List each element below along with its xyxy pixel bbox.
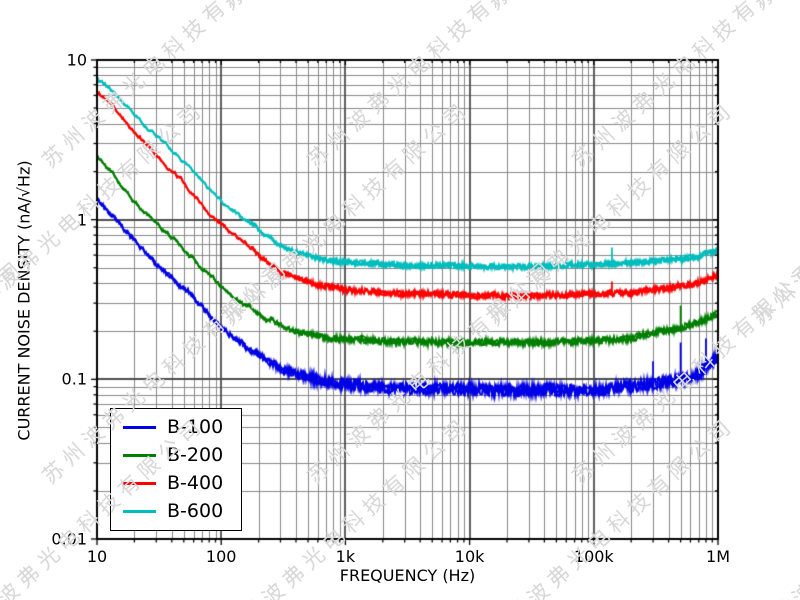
legend-item-b100: B-100: [111, 415, 241, 438]
legend-line-swatch-b100: [123, 425, 156, 429]
legend: B-100 B-200 B-400 B-600: [110, 408, 242, 531]
y-tick-label: 0.1: [61, 369, 87, 389]
x-tick-label: 1k: [335, 547, 356, 566]
legend-line-swatch-b200: [123, 453, 156, 457]
legend-item-b400: B-400: [111, 474, 241, 493]
legend-item-b600: B-600: [111, 502, 241, 521]
y-axis-title: CURRENT NOISE DENSITY (nA/√Hz): [14, 160, 34, 441]
y-tick-label: 1: [76, 210, 87, 230]
legend-label-b200: B-200: [167, 443, 224, 466]
y-tick-label: 10: [66, 50, 87, 70]
y-tick-label: 0.01: [51, 529, 87, 549]
x-tick-label: 1M: [706, 547, 730, 566]
legend-label-b600: B-600: [167, 500, 224, 523]
legend-label-b100: B-100: [167, 415, 224, 438]
legend-item-b200: B-200: [111, 443, 241, 466]
legend-line-swatch-b600: [123, 510, 156, 514]
legend-label-b400: B-400: [167, 472, 224, 495]
x-tick-label: 10k: [454, 547, 485, 566]
x-axis-title: FREQUENCY (Hz): [339, 566, 476, 585]
legend-line-swatch-b400: [123, 482, 156, 486]
x-tick-label: 10: [86, 547, 108, 566]
x-tick-label: 100k: [573, 547, 614, 566]
x-tick-label: 100: [205, 547, 237, 566]
